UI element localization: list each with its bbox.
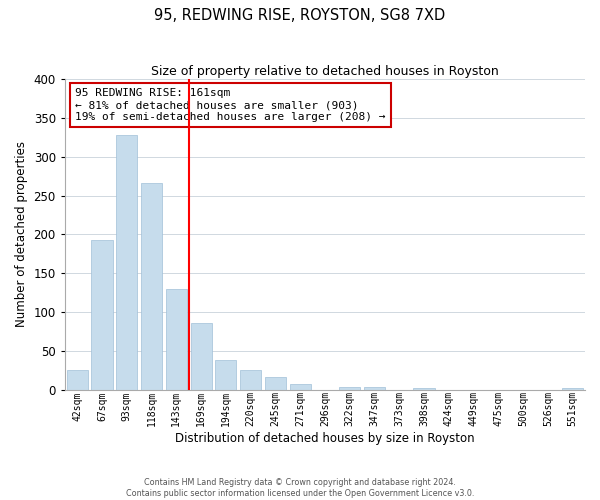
Text: 95 REDWING RISE: 161sqm
← 81% of detached houses are smaller (903)
19% of semi-d: 95 REDWING RISE: 161sqm ← 81% of detache… [75, 88, 386, 122]
Text: Contains HM Land Registry data © Crown copyright and database right 2024.
Contai: Contains HM Land Registry data © Crown c… [126, 478, 474, 498]
Title: Size of property relative to detached houses in Royston: Size of property relative to detached ho… [151, 65, 499, 78]
Bar [413, 388, 434, 390]
Bar [91, 240, 113, 390]
Bar [116, 135, 137, 390]
Bar [562, 388, 583, 390]
Bar [67, 370, 88, 390]
Y-axis label: Number of detached properties: Number of detached properties [15, 142, 28, 328]
Bar [240, 370, 261, 390]
X-axis label: Distribution of detached houses by size in Royston: Distribution of detached houses by size … [175, 432, 475, 445]
Text: 95, REDWING RISE, ROYSTON, SG8 7XD: 95, REDWING RISE, ROYSTON, SG8 7XD [154, 8, 446, 22]
Bar [339, 386, 360, 390]
Bar [215, 360, 236, 390]
Bar [166, 289, 187, 390]
Bar [290, 384, 311, 390]
Bar [141, 183, 162, 390]
Bar [191, 323, 212, 390]
Bar [364, 388, 385, 390]
Bar [265, 376, 286, 390]
